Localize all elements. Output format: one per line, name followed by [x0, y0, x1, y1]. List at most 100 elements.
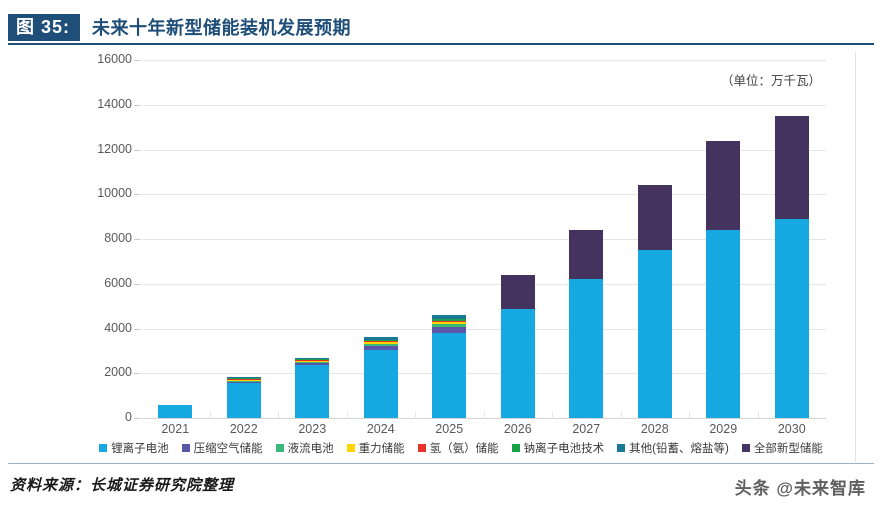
bar-segment[interactable] [774, 115, 809, 219]
bar-stack[interactable] [363, 337, 398, 418]
legend-swatch-icon [99, 444, 108, 452]
legend-item[interactable]: 重力储能 [346, 440, 405, 456]
legend-item-label: 其他(铅蓄、熔盐等) [629, 443, 729, 455]
plot-area: 0 2000 4000 6000 8000 10000 12000 14000 16000 202… [66, 52, 856, 462]
bar-segment[interactable] [363, 343, 398, 346]
bar-segment[interactable] [432, 322, 467, 325]
x-axis-tick-label: 2022 [229, 422, 258, 436]
bar-stack[interactable] [637, 185, 672, 418]
y-axis-tick-label: 16000 [97, 52, 132, 66]
bar-segment[interactable] [226, 381, 261, 383]
legend-item[interactable]: 全部新型储能 [741, 440, 823, 456]
bar-stack[interactable] [432, 315, 467, 418]
bar-segment[interactable] [432, 318, 467, 321]
bar-segment[interactable] [363, 345, 398, 350]
bar-segment[interactable] [500, 308, 535, 418]
gridline [141, 328, 826, 330]
bar-stack[interactable] [226, 376, 261, 418]
bar-segment[interactable] [295, 361, 330, 363]
footer-divider [8, 463, 874, 464]
bar-segment[interactable] [774, 218, 809, 418]
bar-stack[interactable] [774, 115, 809, 418]
bar-stack[interactable] [500, 274, 535, 418]
bar-segment[interactable] [706, 140, 741, 231]
y-axis-tick-label: 14000 [97, 96, 132, 111]
watermark: 头条 @未来智库 [734, 479, 866, 498]
bar-segment[interactable] [432, 332, 467, 418]
x-axis-separator [483, 411, 485, 419]
legend-item[interactable]: 钠离子电池技术 [511, 440, 604, 456]
bar-segment[interactable] [226, 378, 261, 380]
y-axis-tick-label: 2000 [104, 365, 132, 380]
bar-segment[interactable] [637, 250, 672, 418]
bar-segment[interactable] [363, 342, 398, 344]
legend-swatch-icon [275, 444, 284, 452]
bar-segment[interactable] [158, 405, 193, 418]
x-axis-tick-label: 2023 [298, 422, 327, 436]
bar-segment[interactable] [363, 337, 398, 340]
bar-segment[interactable] [706, 230, 741, 418]
legend-swatch-icon [346, 444, 355, 452]
bar-stack[interactable] [158, 405, 193, 418]
legend-item[interactable]: 其他(铅蓄、熔盐等) [617, 440, 729, 456]
x-axis-tick-label: 2029 [709, 422, 738, 436]
bar-segment[interactable] [226, 376, 261, 378]
x-axis-separator [278, 411, 279, 419]
bar-segment[interactable] [432, 315, 467, 319]
gridline [141, 373, 826, 375]
bar-segment[interactable] [295, 358, 330, 360]
x-axis-tick-label: 2024 [366, 422, 395, 436]
y-axis-tick-label: 4000 [104, 320, 132, 335]
bar-segment[interactable] [295, 364, 330, 418]
x-axis-separator [209, 411, 211, 419]
y-axis-tick-label: 6000 [104, 275, 132, 290]
bar-stack[interactable] [706, 140, 741, 418]
bar-segment[interactable] [295, 360, 330, 362]
y-axis-tick-mark [134, 418, 140, 419]
gridline [141, 239, 826, 240]
bar-segment[interactable] [295, 359, 330, 361]
bar-segment[interactable] [637, 185, 672, 251]
gridline [141, 149, 826, 151]
legend-swatch-icon [181, 444, 190, 452]
legend-item[interactable]: 液流电池 [275, 440, 334, 456]
legend-item[interactable]: 氢（氨）储能 [417, 440, 499, 456]
legend-item[interactable]: 锂离子电池 [99, 440, 169, 456]
bar-segment[interactable] [295, 357, 330, 359]
gridline [141, 283, 826, 285]
bar-segment[interactable] [569, 279, 604, 418]
bar-segment[interactable] [363, 349, 398, 418]
y-axis-tick-mark [134, 149, 140, 151]
bar-segment[interactable] [500, 274, 535, 309]
bar-segment[interactable] [432, 327, 467, 333]
legend-item-label: 全部新型储能 [753, 443, 823, 455]
bar-segment[interactable] [226, 382, 261, 418]
legend-item-label: 锂离子电池 [111, 443, 169, 455]
x-axis-separator [415, 411, 416, 419]
chart-legend: 锂离子电池 压缩空气储能 液流电池 重力储能 氢（氨）储能 钠离子电池技术 其他(铅蓄、熔盐… [66, 440, 856, 456]
x-axis-separator [757, 411, 759, 419]
bar-segment[interactable] [432, 324, 467, 328]
legend-item[interactable]: 压缩空气储能 [181, 440, 263, 456]
bar-segment[interactable] [363, 339, 398, 342]
bar-segment[interactable] [295, 362, 330, 365]
bar-segment[interactable] [363, 341, 398, 343]
x-axis-tick-label: 2026 [503, 422, 532, 436]
x-axis-separator [689, 411, 690, 419]
bar-segment[interactable] [569, 230, 604, 280]
y-axis-tick-label: 10000 [97, 186, 132, 201]
y-axis-tick-mark [134, 194, 140, 196]
bar-segment[interactable] [226, 380, 261, 382]
legend-swatch-icon [417, 444, 426, 452]
bar-segment[interactable] [226, 377, 261, 379]
legend-item-label: 液流电池 [287, 443, 334, 455]
x-axis-tick-label: 2030 [777, 422, 806, 436]
bar-segment[interactable] [226, 379, 261, 381]
bar-stack[interactable] [295, 357, 330, 418]
y-axis-tick-mark [134, 239, 140, 240]
bar-segment[interactable] [432, 320, 467, 323]
bar-stack[interactable] [569, 230, 604, 418]
x-axis-separator [620, 411, 622, 419]
gridline [141, 104, 826, 106]
source-note: 资料来源：长城证券研究院整理 [10, 478, 235, 494]
